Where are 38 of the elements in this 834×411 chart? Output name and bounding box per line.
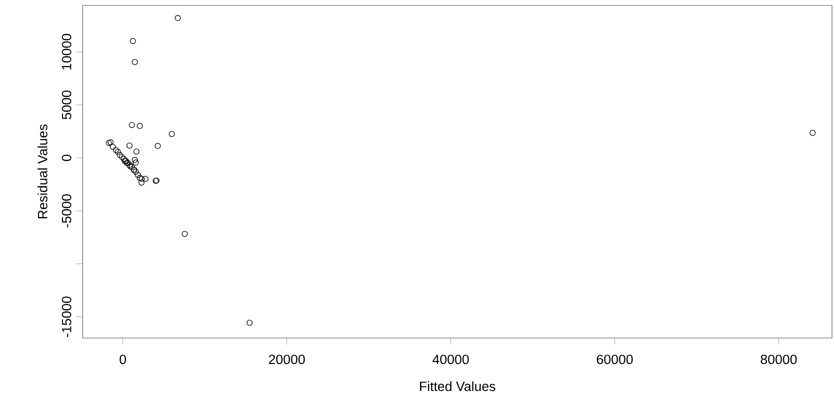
x-tick-label: 20000 [268,354,305,364]
point [132,160,139,166]
point [110,144,116,150]
point [182,230,188,237]
point [130,38,136,44]
x-tick-label: 40000 [432,354,469,364]
y-tick-label: -15000 [62,296,72,337]
point [138,180,144,186]
point [108,139,114,146]
point [106,140,112,146]
y-tick-label: 0 [62,154,72,162]
point [168,130,175,137]
point [132,156,138,163]
point [174,15,181,22]
y-axis-title: Residual Values [38,124,48,218]
point [133,148,140,155]
point [126,142,133,149]
point [246,320,253,326]
x-tick-label: 60000 [596,354,633,364]
point [132,168,139,175]
point [128,122,135,128]
y-tick-label: 10000 [62,34,72,70]
y-tick-label: 5000 [62,90,72,120]
x-tick-label: 0 [120,354,126,364]
y-tick-label: -5000 [62,194,72,228]
point [142,176,148,182]
x-tick-label: 80000 [760,354,797,364]
point [136,122,143,129]
point [138,176,145,182]
point [154,142,161,149]
point [810,130,816,136]
point [116,152,123,158]
point [114,148,121,155]
point [136,174,143,181]
point [112,146,119,153]
point [132,59,138,66]
point [134,172,141,178]
x-axis-title: Fitted Values [420,381,496,392]
